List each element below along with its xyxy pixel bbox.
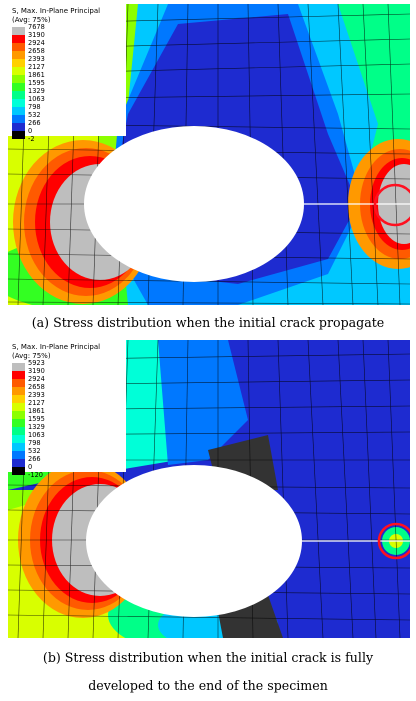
legend-value: 2393	[28, 391, 45, 399]
legend-swatch	[12, 99, 25, 107]
legend-swatch	[12, 27, 25, 35]
legend-swatch	[12, 459, 25, 467]
legend-swatch	[12, 395, 25, 403]
legend-swatch	[12, 123, 25, 131]
legend-title-averaging: (Avg: 75%)	[12, 16, 51, 24]
legend-swatch	[12, 83, 25, 91]
legend-value: 1063	[28, 431, 45, 439]
legend-value: 798	[28, 439, 41, 447]
legend-value: 3190	[28, 31, 45, 39]
legend-swatch	[12, 91, 25, 99]
legend-value: 3190	[28, 367, 45, 375]
legend-value: 1063	[28, 95, 45, 103]
legend-title-averaging: (Avg: 75%)	[12, 352, 51, 360]
caption-b-line2: developed to the end of the specimen	[88, 678, 328, 693]
legend-swatch	[12, 43, 25, 51]
legend-value: 2127	[28, 63, 45, 71]
legend-title-variable: S, Max. In-Plane Principal	[12, 343, 101, 351]
legend-value: 1595	[28, 79, 45, 87]
legend-values-a: 7678 3190 2924 2658 2393 2127 1861 1595 …	[28, 23, 45, 143]
caption-b-line1: (b) Stress distribution when the initial…	[42, 650, 374, 665]
legend-value: 7678	[28, 23, 45, 31]
legend-value: -120	[28, 471, 43, 479]
legend-swatch	[12, 411, 25, 419]
legend-title-variable: S, Max. In-Plane Principal	[12, 7, 101, 15]
legend-value: 532	[28, 111, 41, 119]
legend-title-a: S, Max. In-Plane Principal (Avg: 75%)	[12, 7, 100, 25]
legend-swatch	[12, 67, 25, 75]
legend-value: 532	[28, 447, 41, 455]
legend-swatch	[12, 435, 25, 443]
legend-swatch	[12, 379, 25, 387]
legend-value: 2924	[28, 39, 45, 47]
contour-legend-a: S, Max. In-Plane Principal (Avg: 75%) 76…	[8, 4, 126, 143]
legend-swatch	[12, 107, 25, 115]
legend-swatch	[12, 59, 25, 67]
contour-legend-b: S, Max. In-Plane Principal (Avg: 75%) 59…	[8, 340, 126, 479]
legend-value: 1329	[28, 423, 45, 431]
stress-contour-plot-b: S, Max. In-Plane Principal (Avg: 75%) 59…	[8, 340, 410, 638]
legend-value: -2	[28, 135, 35, 143]
legend-swatch	[12, 451, 25, 459]
legend-swatch	[12, 403, 25, 411]
legend-swatch	[12, 35, 25, 43]
legend-value: 1861	[28, 71, 45, 79]
legend-value: 2127	[28, 399, 45, 407]
legend-swatch	[12, 363, 25, 371]
legend-value: 2658	[28, 383, 45, 391]
legend-value: 266	[28, 119, 41, 127]
stress-contour-plot-a: S, Max. In-Plane Principal (Avg: 75%) 76…	[8, 4, 410, 305]
legend-value: 798	[28, 103, 41, 111]
legend-swatch	[12, 51, 25, 59]
legend-value: 266	[28, 455, 41, 463]
legend-swatch	[12, 387, 25, 395]
legend-swatch	[12, 131, 25, 139]
legend-title-b: S, Max. In-Plane Principal (Avg: 75%)	[12, 343, 100, 361]
legend-swatch	[12, 467, 25, 475]
legend-color-bar-a	[12, 27, 25, 139]
legend-value: 0	[28, 463, 33, 471]
stress-field-b	[8, 340, 410, 638]
legend-value: 1595	[28, 415, 45, 423]
legend-swatch	[12, 419, 25, 427]
legend-value: 2393	[28, 55, 45, 63]
legend-swatch	[12, 115, 25, 123]
legend-value: 0	[28, 127, 33, 135]
caption-a: (a) Stress distribution when the initial…	[31, 315, 385, 330]
legend-swatch	[12, 371, 25, 379]
legend-swatch	[12, 75, 25, 83]
legend-color-bar-b	[12, 363, 25, 475]
legend-value: 5923	[28, 359, 45, 367]
legend-swatch	[12, 443, 25, 451]
legend-value: 2924	[28, 375, 45, 383]
legend-swatch	[12, 427, 25, 435]
legend-value: 1861	[28, 407, 45, 415]
legend-value: 2658	[28, 47, 45, 55]
legend-values-b: 5923 3190 2924 2658 2393 2127 1861 1595 …	[28, 359, 45, 479]
legend-value: 1329	[28, 87, 45, 95]
